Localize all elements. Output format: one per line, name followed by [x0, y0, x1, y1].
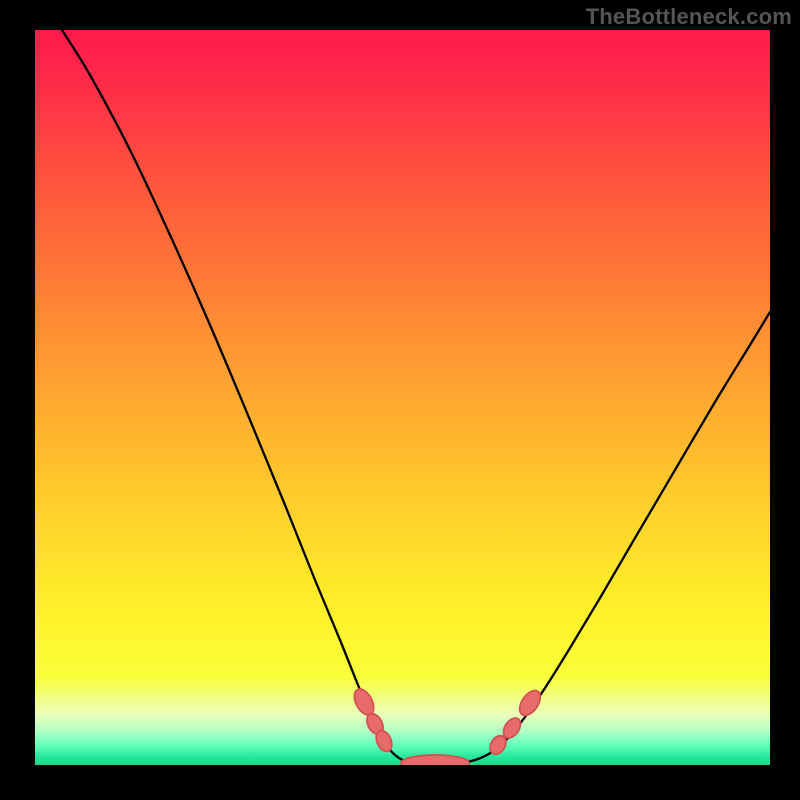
plot-gradient-background — [35, 30, 770, 765]
bottleneck-chart — [0, 0, 800, 800]
watermark-text: TheBottleneck.com — [586, 4, 792, 30]
chart-frame: TheBottleneck.com — [0, 0, 800, 800]
